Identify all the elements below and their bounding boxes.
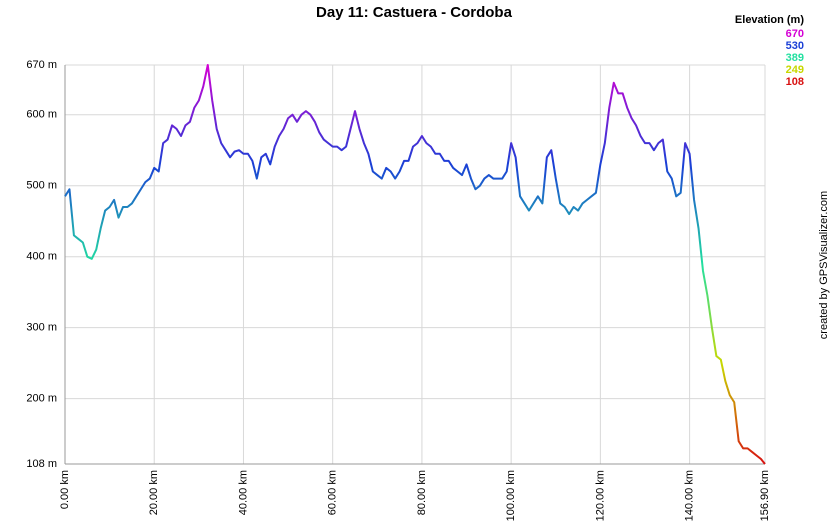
y-tick-label: 670 m <box>26 59 57 71</box>
x-tick-label: 20.00 km <box>148 470 160 515</box>
y-tick-label: 200 m <box>26 393 57 405</box>
credit: created by GPSVisualizer.com <box>818 191 830 339</box>
x-tick-label: 140.00 km <box>684 470 696 521</box>
x-tick-label: 80.00 km <box>416 470 428 515</box>
legend-value: 670 <box>786 28 804 40</box>
legend-value: 249 <box>786 64 804 76</box>
legend-value: 530 <box>786 40 804 52</box>
y-tick-label: 300 m <box>26 322 57 334</box>
x-tick-label: 156.90 km <box>759 470 771 521</box>
elevation-line <box>64 64 766 465</box>
y-tick-label: 108 m <box>26 458 57 470</box>
x-tick-label: 40.00 km <box>237 470 249 515</box>
x-tick-label: 0.00 km <box>59 470 71 509</box>
x-tick-label: 60.00 km <box>327 470 339 515</box>
legend-value: 108 <box>786 76 804 88</box>
chart-title: Day 11: Castuera - Cordoba <box>316 4 513 21</box>
y-tick-label: 600 m <box>26 109 57 121</box>
x-tick-label: 120.00 km <box>594 470 606 521</box>
x-tick-label: 100.00 km <box>505 470 517 521</box>
y-tick-label: 400 m <box>26 251 57 263</box>
y-tick-label: 500 m <box>26 180 57 192</box>
legend-value: 389 <box>786 52 804 64</box>
legend-title: Elevation (m) <box>735 14 804 26</box>
